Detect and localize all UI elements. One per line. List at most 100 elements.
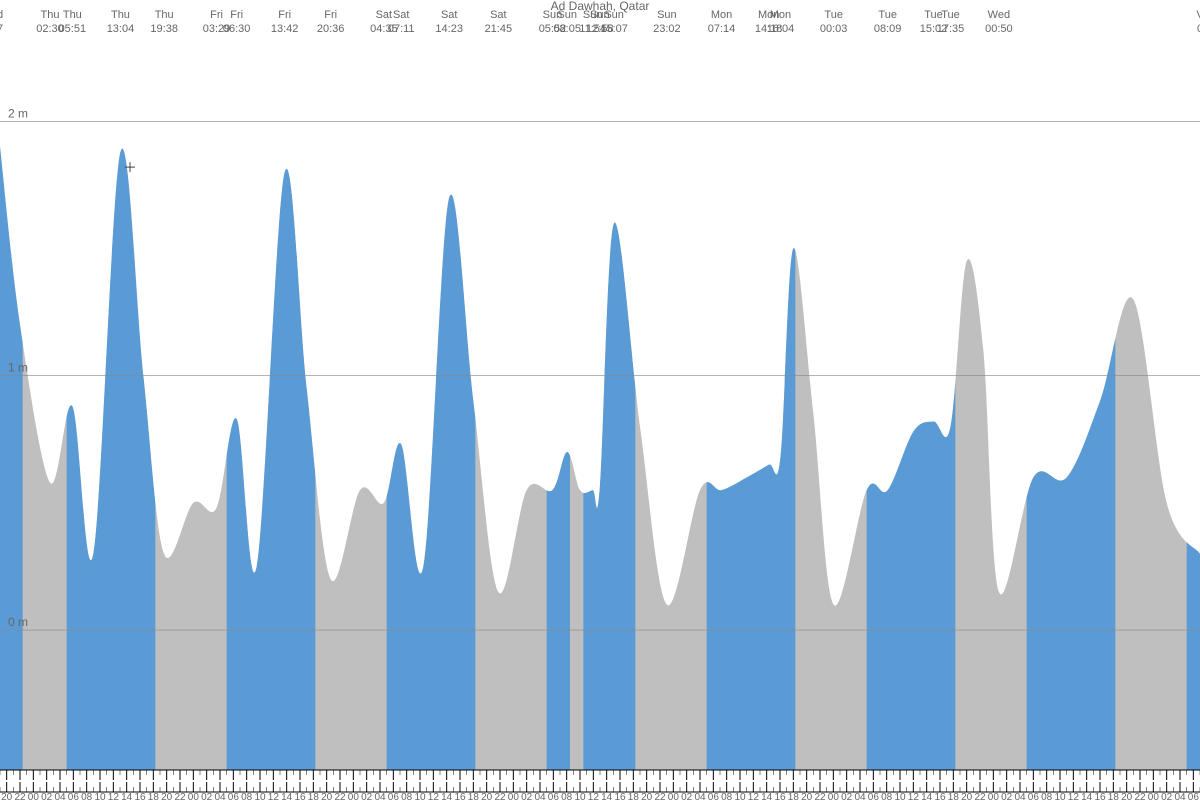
top-day-label: Fri bbox=[278, 9, 291, 21]
x-hour-label: 08 bbox=[881, 792, 893, 800]
top-day-label: Thu bbox=[41, 9, 60, 21]
top-time-label: 13:42 bbox=[271, 23, 299, 35]
top-time-label: 07:11 bbox=[388, 23, 415, 35]
x-hour-label: 00 bbox=[1148, 792, 1160, 800]
top-day-label: Tue bbox=[924, 9, 943, 21]
x-hour-label: 22 bbox=[974, 792, 986, 800]
x-hour-label: 12 bbox=[1068, 792, 1080, 800]
x-hour-label: 02 bbox=[361, 792, 373, 800]
x-hour-label: 02 bbox=[1161, 792, 1173, 800]
top-day-label: Tue bbox=[878, 9, 897, 21]
top-day-label: Thu bbox=[155, 9, 174, 21]
x-hour-label: 18 bbox=[788, 792, 800, 800]
top-day-label: Tue bbox=[824, 9, 843, 21]
x-hour-label: 18 bbox=[468, 792, 480, 800]
x-hour-label: 18 bbox=[948, 792, 960, 800]
x-hour-label: 20 bbox=[1121, 792, 1133, 800]
x-hour-label: 16 bbox=[934, 792, 946, 800]
x-hour-label: 14 bbox=[601, 792, 613, 800]
y-axis-label: 0 m bbox=[8, 615, 28, 629]
x-hour-label: 08 bbox=[401, 792, 413, 800]
top-time-label: 00:03 bbox=[820, 23, 848, 35]
x-hour-label: 20 bbox=[1, 792, 13, 800]
x-hour-label: 16 bbox=[454, 792, 466, 800]
top-day-label: Fri bbox=[324, 9, 337, 21]
top-time-label: 16:04 bbox=[767, 23, 795, 35]
y-axis-label: 2 m bbox=[8, 106, 28, 120]
x-hour-label: 06 bbox=[68, 792, 80, 800]
x-hour-label: 20 bbox=[961, 792, 973, 800]
top-time-label: 08:05 bbox=[553, 23, 581, 35]
x-hour-label: 20 bbox=[321, 792, 333, 800]
top-day-label: V bbox=[1196, 9, 1200, 21]
top-day-label: Thu bbox=[111, 9, 130, 21]
x-hour-label: 10 bbox=[254, 792, 266, 800]
x-hour-label: 04 bbox=[214, 792, 226, 800]
x-hour-label: 00 bbox=[828, 792, 840, 800]
x-hour-label: 04 bbox=[1174, 792, 1186, 800]
x-hour-label: 14 bbox=[281, 792, 293, 800]
x-hour-label: 14 bbox=[921, 792, 933, 800]
x-hour-label: 00 bbox=[28, 792, 40, 800]
x-hour-label: 22 bbox=[1134, 792, 1146, 800]
x-hour-label: 20 bbox=[481, 792, 493, 800]
top-time-label: 05:51 bbox=[59, 23, 87, 35]
x-hour-label: 04 bbox=[374, 792, 386, 800]
top-time-label: 23:02 bbox=[653, 23, 681, 35]
top-time-label: 08:09 bbox=[874, 23, 902, 35]
top-day-label: Thu bbox=[63, 9, 82, 21]
top-time-label: 20:36 bbox=[317, 23, 345, 35]
x-hour-label: 18 bbox=[1108, 792, 1120, 800]
x-hour-label: 12 bbox=[908, 792, 920, 800]
x-hour-label: 00 bbox=[668, 792, 680, 800]
x-hour-label: 22 bbox=[494, 792, 506, 800]
top-day-label: Fri bbox=[230, 9, 243, 21]
x-hour-label: 18 bbox=[308, 792, 320, 800]
x-hour-label: 06 bbox=[1028, 792, 1040, 800]
x-hour-label: 08 bbox=[1041, 792, 1053, 800]
x-hour-label: 08 bbox=[241, 792, 253, 800]
x-hour-label: 18 bbox=[628, 792, 640, 800]
top-time-label: 06:30 bbox=[223, 23, 251, 35]
x-hour-label: 04 bbox=[694, 792, 706, 800]
x-hour-label: 16 bbox=[614, 792, 626, 800]
x-hour-label: 02 bbox=[1001, 792, 1013, 800]
x-hour-label: 22 bbox=[814, 792, 826, 800]
x-hour-label: 16 bbox=[294, 792, 306, 800]
x-hour-label: 10 bbox=[1054, 792, 1066, 800]
top-time-label: 7 bbox=[0, 23, 3, 35]
top-day-label: Sat bbox=[376, 9, 393, 21]
top-time-label: 19:38 bbox=[150, 23, 178, 35]
x-hour-label: 10 bbox=[734, 792, 746, 800]
top-time-label: 21:45 bbox=[485, 23, 513, 35]
x-hour-label: 12 bbox=[108, 792, 120, 800]
y-axis-label: 1 m bbox=[8, 361, 28, 375]
top-time-label: 00:50 bbox=[985, 23, 1013, 35]
x-hour-label: 06 bbox=[548, 792, 560, 800]
x-hour-label: 22 bbox=[174, 792, 186, 800]
x-hour-label: 22 bbox=[14, 792, 26, 800]
x-hour-label: 06 bbox=[228, 792, 240, 800]
top-day-label: Sat bbox=[490, 9, 507, 21]
x-hour-label: 10 bbox=[894, 792, 906, 800]
top-day-label: Mon bbox=[770, 9, 791, 21]
top-day-label: Sat bbox=[441, 9, 458, 21]
x-hour-label: 04 bbox=[534, 792, 546, 800]
x-hour-label: 12 bbox=[748, 792, 760, 800]
x-hour-label: 18 bbox=[148, 792, 160, 800]
x-hour-label: 12 bbox=[428, 792, 440, 800]
x-hour-label: 12 bbox=[588, 792, 600, 800]
x-hour-label: 16 bbox=[774, 792, 786, 800]
top-day-label: d bbox=[0, 9, 3, 21]
x-hour-label: 20 bbox=[801, 792, 813, 800]
x-hour-label: 14 bbox=[761, 792, 773, 800]
chart-title: Ad Dawhah, Qatar bbox=[551, 0, 650, 13]
top-time-label: 13:04 bbox=[107, 23, 135, 35]
x-hour-label: 08 bbox=[561, 792, 573, 800]
top-time-label: 07:14 bbox=[708, 23, 736, 35]
x-hour-label: 06 bbox=[708, 792, 720, 800]
x-hour-label: 00 bbox=[508, 792, 520, 800]
top-time-label: 15:07 bbox=[600, 23, 628, 35]
top-day-label: Tue bbox=[941, 9, 960, 21]
x-hour-label: 06 bbox=[388, 792, 400, 800]
